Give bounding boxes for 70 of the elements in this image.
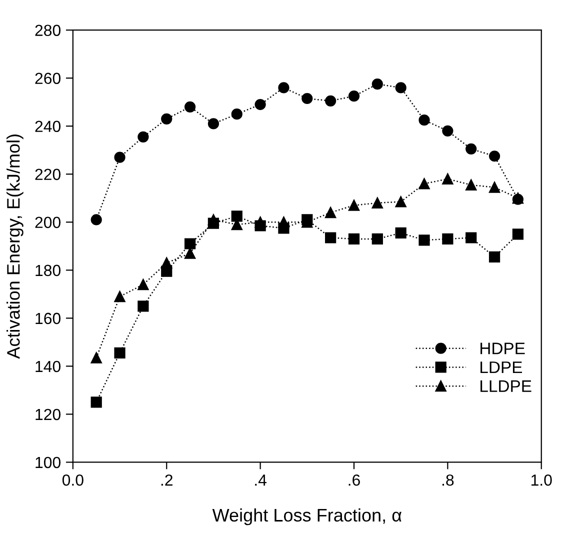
- point: [488, 182, 500, 193]
- x-tick-label: .8: [442, 474, 454, 486]
- point: [208, 218, 220, 229]
- y-tick-label: 120: [36, 408, 60, 420]
- point: [231, 108, 242, 120]
- point: [325, 95, 336, 106]
- point: [395, 196, 406, 208]
- point: [302, 92, 313, 104]
- point: [348, 233, 360, 245]
- point: [302, 214, 313, 226]
- point: [488, 251, 500, 263]
- point: [254, 98, 266, 110]
- point: [372, 197, 383, 208]
- point: [90, 214, 102, 226]
- point: [418, 178, 430, 190]
- point: [278, 82, 290, 94]
- point: [512, 228, 524, 240]
- point: [466, 179, 477, 190]
- y-tick-label: 200: [35, 216, 60, 228]
- point: [418, 234, 430, 246]
- legend-label: HDPE: [480, 342, 525, 354]
- y-tick-label: 240: [35, 120, 60, 132]
- point: [184, 248, 196, 259]
- legend-label: LDPE: [480, 362, 522, 374]
- x-tick-label: 1.0: [531, 474, 552, 486]
- point: [208, 118, 220, 130]
- point: [90, 396, 102, 408]
- point: [254, 220, 266, 232]
- x-tick-label: .2: [161, 474, 172, 486]
- y-axis-title: Activation Energy, E(kJ/mol): [6, 134, 24, 359]
- x-tick-label: .4: [255, 474, 266, 486]
- x-axis-title: Weight Loss Fraction, α: [212, 508, 402, 526]
- point: [442, 233, 454, 245]
- y-tick-label: 160: [36, 312, 60, 324]
- point: [184, 101, 196, 112]
- point: [114, 347, 126, 359]
- point: [348, 200, 360, 211]
- y-tick-label: 220: [35, 168, 60, 180]
- point: [325, 232, 336, 244]
- point: [325, 206, 336, 218]
- x-tick-label: 0.0: [62, 474, 84, 486]
- y-tick-label: 260: [35, 72, 60, 84]
- point: [278, 222, 290, 234]
- point: [138, 300, 149, 312]
- y-tick-label: 140: [36, 360, 60, 372]
- point: [488, 150, 500, 162]
- point: [138, 131, 149, 142]
- point: [418, 114, 430, 126]
- point: [161, 113, 172, 124]
- point: [161, 266, 172, 277]
- y-tick-label: 280: [35, 24, 60, 36]
- point: [395, 227, 406, 238]
- point: [114, 152, 126, 163]
- point: [138, 279, 149, 290]
- x-tick-label: .6: [348, 474, 360, 486]
- y-tick-label: 100: [36, 456, 60, 468]
- point: [372, 78, 383, 90]
- point: [90, 352, 102, 364]
- point: [466, 143, 477, 154]
- point: [395, 82, 406, 94]
- point: [348, 90, 360, 102]
- y-tick-label: 180: [36, 264, 60, 276]
- point: [442, 125, 454, 136]
- legend-label: LLDPE: [480, 380, 532, 392]
- point: [184, 238, 196, 250]
- point: [114, 291, 126, 302]
- point: [466, 232, 477, 244]
- point: [442, 173, 454, 184]
- point: [231, 210, 242, 222]
- point: [372, 233, 383, 245]
